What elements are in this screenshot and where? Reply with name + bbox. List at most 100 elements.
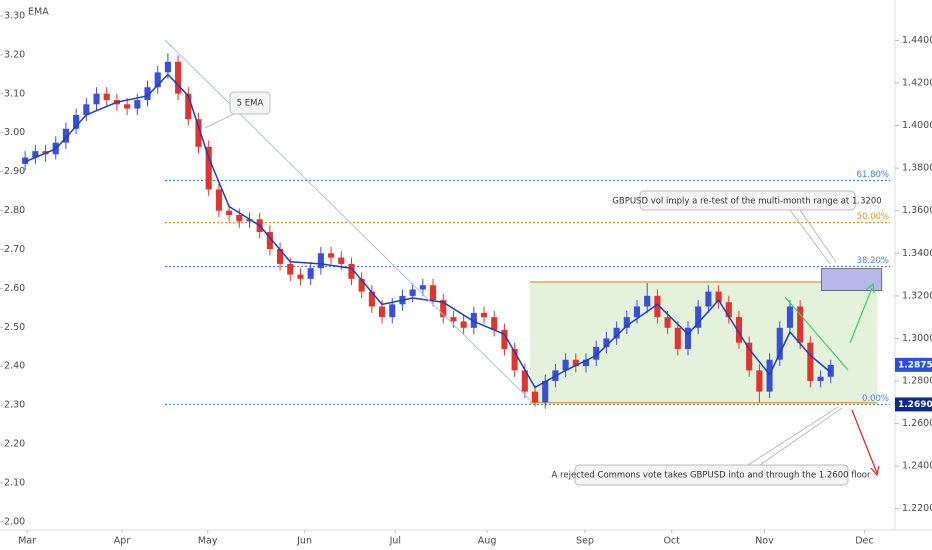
candle-body <box>501 329 508 350</box>
candle-body <box>246 219 253 222</box>
candle-body <box>134 100 141 109</box>
candle-body <box>328 253 335 258</box>
candle-body <box>786 306 794 328</box>
indicator-label: EMA <box>28 7 49 18</box>
candle-body <box>124 104 131 109</box>
candle-body <box>654 295 661 318</box>
candle-body <box>419 285 426 290</box>
candle-body <box>185 93 192 120</box>
candle-body <box>746 342 753 371</box>
fib-label: 50.00% <box>857 212 889 222</box>
y-tick-label: 1.44000 <box>902 35 932 46</box>
candle-body <box>287 263 294 275</box>
price-tag <box>895 357 932 372</box>
candle-body <box>144 87 151 101</box>
candle-body <box>776 327 783 360</box>
candle-body <box>236 214 243 222</box>
candle-body <box>389 304 396 318</box>
callout-line <box>789 209 831 265</box>
y2-tick-label: 2.20 <box>4 439 25 450</box>
y2-tick-label: 2.50 <box>4 322 25 333</box>
candle-body <box>32 151 39 158</box>
callout-box <box>229 91 271 115</box>
callout-box <box>639 190 856 211</box>
candle-body <box>521 370 528 392</box>
candle-body <box>491 317 498 330</box>
x-tick-label: Oct <box>663 536 680 547</box>
candle-body <box>684 327 692 350</box>
x-tick-label: Dec <box>855 536 873 547</box>
candle-body <box>542 381 549 403</box>
x-tick-label: Jun <box>296 536 312 547</box>
candle-body <box>715 291 722 303</box>
ema-line <box>24 73 832 389</box>
candle-body <box>154 72 161 88</box>
candle-body <box>450 317 457 322</box>
candle-body <box>307 268 314 279</box>
y-tick-label: 1.34000 <box>902 248 932 259</box>
candle-body <box>103 93 110 101</box>
candle-body <box>73 114 80 129</box>
candle-body <box>429 285 437 301</box>
y-tick-label: 1.30000 <box>902 333 932 344</box>
candle-body <box>817 376 824 382</box>
candle-body <box>348 263 355 279</box>
candle-body <box>175 61 182 94</box>
candle-body <box>735 317 743 343</box>
annotation: A rejected Commons vote takes GBPUSD int… <box>552 471 871 481</box>
candle-body <box>440 300 447 318</box>
candle-body <box>633 306 641 318</box>
price-tag <box>895 397 932 412</box>
candle-body <box>409 289 416 296</box>
y-tick-label: 1.28000 <box>902 376 932 387</box>
y-tick-label: 1.26000 <box>902 418 932 429</box>
y-tick-label: 1.24000 <box>902 461 932 472</box>
y-tick-label: 1.42000 <box>902 78 932 89</box>
candle-body <box>164 61 171 73</box>
candle-body <box>62 128 69 143</box>
target-box <box>821 268 883 291</box>
wedge-line <box>784 296 849 371</box>
candle-body <box>674 327 681 350</box>
candle-body <box>480 312 488 318</box>
x-tick-label: Apr <box>114 536 131 547</box>
candle-body <box>807 342 814 382</box>
trend-line <box>164 39 531 401</box>
fib-label: 38.20% <box>857 256 889 266</box>
candle-body <box>297 274 304 279</box>
y2-tick-label: 2.70 <box>4 244 25 255</box>
candle-body <box>195 119 202 147</box>
y2-tick-label: 3.10 <box>4 88 25 99</box>
y-tick-label: 1.22000 <box>902 503 932 514</box>
y-tick-label: 1.36000 <box>902 205 932 216</box>
candle-body <box>572 359 579 367</box>
fib-label: 61.80% <box>857 170 889 180</box>
candle-body <box>756 370 763 392</box>
candle-body <box>593 346 600 360</box>
candle-body <box>317 253 324 269</box>
candle-body <box>205 146 212 190</box>
candle-body <box>705 291 712 307</box>
candle-body <box>613 327 620 339</box>
plot: 61.80% 50.00% 38.20% 0.00% <box>22 53 890 409</box>
candle-body <box>695 306 702 328</box>
down-arrow <box>851 409 878 474</box>
candle-body <box>338 257 345 264</box>
ema-label: 5 EMA <box>237 99 264 109</box>
candle-body <box>562 359 569 371</box>
candle-body <box>378 306 386 318</box>
candle-body <box>266 232 273 250</box>
y-tick-label: 1.40000 <box>902 120 932 131</box>
y2-tick-label: 3.20 <box>4 49 25 60</box>
y2-tick-label: 3.30 <box>4 10 25 21</box>
callout-line <box>204 111 239 129</box>
candle-body <box>226 210 233 215</box>
range-box <box>529 282 878 403</box>
candle-body <box>277 249 284 264</box>
x-tick-label: Aug <box>478 536 497 547</box>
x-tick-label: Jul <box>389 536 401 547</box>
y2-tick-label: 2.30 <box>4 400 25 411</box>
price-tag-label: 1.28759 <box>898 360 932 370</box>
